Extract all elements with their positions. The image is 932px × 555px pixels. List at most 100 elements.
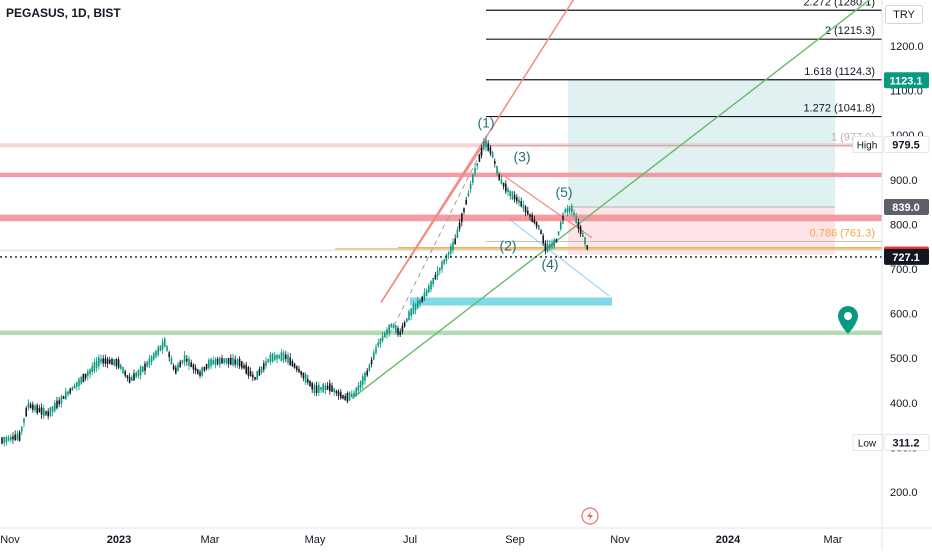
candle-body [472,174,474,183]
candle-body [392,325,395,328]
candle-body [256,370,258,380]
marker-dot [844,312,852,320]
candle-body [344,396,346,401]
candle-body [109,359,111,364]
candle-body [403,322,406,327]
candle-body [518,199,520,203]
candle-body [498,173,500,181]
wave-label: (3) [513,149,530,165]
candle-body [115,359,118,366]
x-tick-label: 2023 [107,534,131,546]
candle-body [511,191,514,200]
candle-body [564,209,566,213]
candle-body [247,367,250,376]
candle-body [373,352,375,360]
y-tick-label: 400.0 [890,398,918,410]
candle-body [520,201,522,207]
uptrend-line [351,0,871,399]
candle-body [172,365,175,370]
candle-body [289,357,291,366]
candle-body [430,280,432,290]
price-label: 979.5 [892,139,920,151]
candle-body [38,408,41,413]
candle-body [527,210,529,215]
candle-body [186,358,188,362]
candle-body [159,345,162,351]
candle-body [137,370,140,376]
candle-body [337,391,340,396]
candle-body [181,360,184,364]
price-label-box [883,136,930,153]
candle-body [16,433,19,440]
candle-body [535,221,538,227]
candle-body [179,361,181,368]
candle-body [551,242,553,248]
price-label-box [884,199,929,216]
candle-body [531,214,533,222]
candle-body [36,405,38,414]
candle-body [287,355,289,363]
event-lightning-icon [581,507,599,525]
candle-body [584,237,586,245]
candle-body [480,148,483,156]
price-label-prefix-box [852,434,883,451]
candle-body [348,392,351,401]
candle-body [69,388,71,394]
candle-body [489,147,492,154]
candle-body [502,182,505,187]
x-tick-label: Nov [0,534,20,546]
candle-body [106,358,109,364]
sr-zone [0,172,882,178]
candle-body [577,221,580,229]
candle-body [359,380,362,388]
candle-body [432,277,434,285]
candle-body [243,365,245,369]
candle-body [45,411,47,415]
candle-body [278,355,280,359]
candle-body [102,358,104,364]
candle-body [60,395,63,404]
candle-body [98,357,100,367]
candle-body [425,289,428,296]
candle-body [346,392,349,402]
candle-body [340,392,342,399]
candle-body [71,387,74,391]
candle-body [126,375,129,379]
candle-body [315,385,318,393]
candle-body [212,360,214,365]
candle-body [487,143,489,151]
candle-body [56,400,58,409]
candle-body [483,141,485,150]
candle-body [351,393,353,397]
candle-body [300,371,302,375]
candle-body [27,402,30,408]
event-bolt [587,511,593,521]
candle-body [509,190,511,197]
candle-body [406,318,408,322]
candle-body [120,364,122,369]
fib-label: 0.786 (761.3) [810,228,875,240]
candle-body [386,329,388,335]
candle-body [500,179,503,184]
candle-body [34,405,36,411]
candle-body [573,212,575,216]
candle-body [135,372,137,378]
target-zone [410,297,612,306]
candle-body [232,357,234,366]
candle-body [540,230,542,235]
candle-body [423,292,426,301]
candle-body [381,335,384,341]
currency-button[interactable]: TRY [885,5,923,24]
candle-body [254,376,256,380]
symbol-title: PEGASUS, 1D, BIST [6,6,121,20]
candle-body [544,242,547,252]
candle-body [417,300,419,308]
x-tick-label: Jul [403,534,417,546]
candle-body [408,311,410,320]
candle-body [43,408,45,417]
candle-body [309,380,311,387]
candle-body [190,362,192,367]
candle-body [465,199,467,205]
